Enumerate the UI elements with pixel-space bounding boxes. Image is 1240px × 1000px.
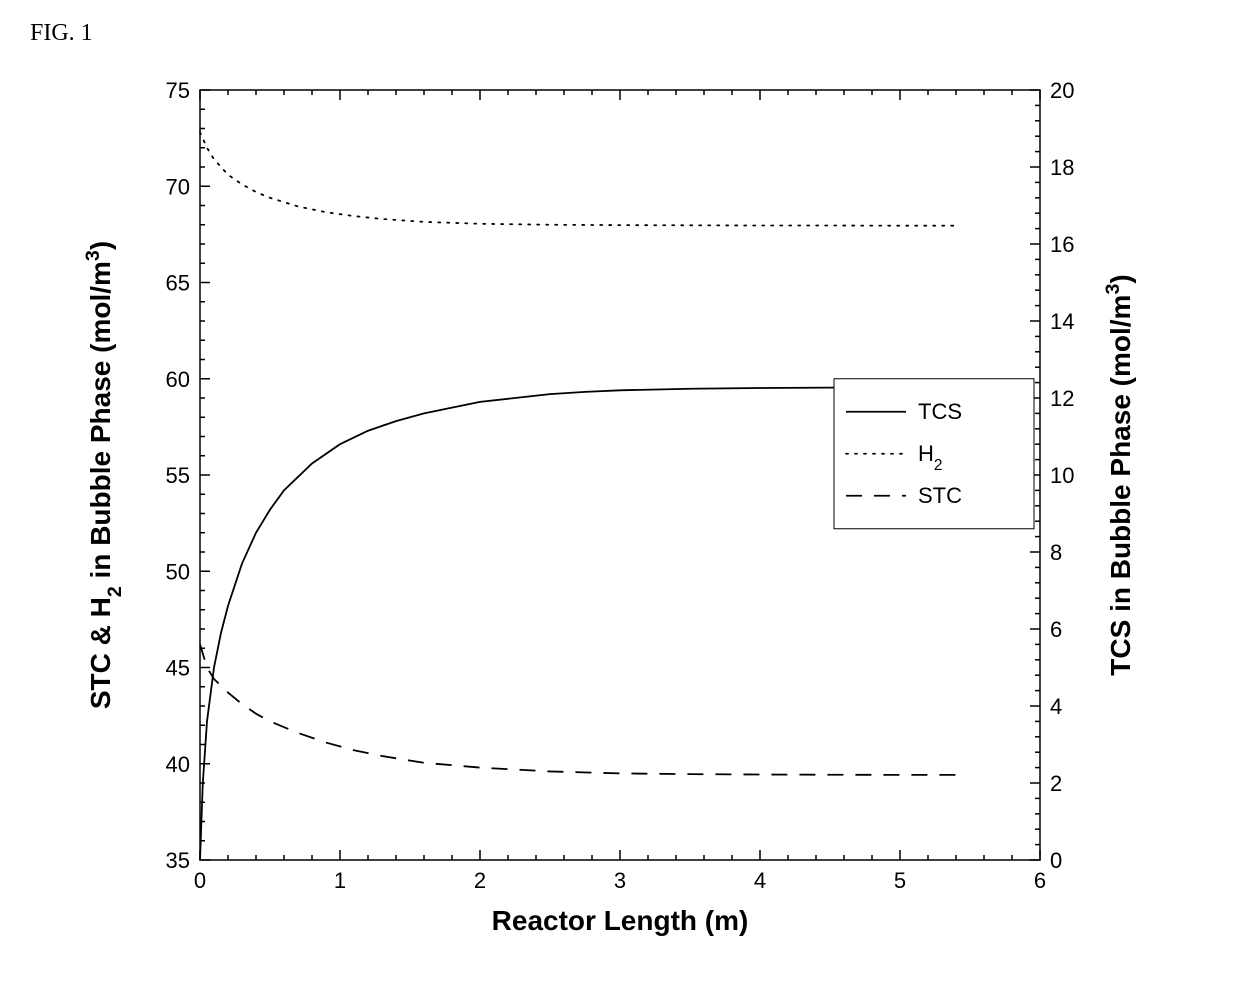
legend-label-stc: STC bbox=[918, 483, 962, 508]
yr-tick-label: 6 bbox=[1050, 617, 1062, 642]
yl-tick-label: 35 bbox=[166, 848, 190, 873]
yr-tick-label: 20 bbox=[1050, 78, 1074, 103]
x-tick-label: 6 bbox=[1034, 868, 1046, 893]
yr-tick-label: 2 bbox=[1050, 771, 1062, 796]
x-tick-label: 1 bbox=[334, 868, 346, 893]
figure-container: FIG. 1 0123456Reactor Length (m)35404550… bbox=[0, 0, 1240, 1000]
yl-tick-label: 70 bbox=[166, 174, 190, 199]
yr-tick-label: 4 bbox=[1050, 694, 1062, 719]
x-tick-label: 3 bbox=[614, 868, 626, 893]
series-h2 bbox=[200, 132, 956, 225]
yl-tick-label: 55 bbox=[166, 463, 190, 488]
yl-tick-label: 45 bbox=[166, 656, 190, 681]
yr-axis-title-group: TCS in Bubble Phase (mol/m3) bbox=[1102, 274, 1136, 675]
chart-svg: 0123456Reactor Length (m)354045505560657… bbox=[0, 0, 1240, 1000]
yl-tick-label: 40 bbox=[166, 752, 190, 777]
yr-tick-label: 0 bbox=[1050, 848, 1062, 873]
yr-tick-label: 10 bbox=[1050, 463, 1074, 488]
yl-axis-title-group: STC & H2 in Bubble Phase (mol/m3) bbox=[82, 241, 126, 709]
x-tick-label: 2 bbox=[474, 868, 486, 893]
yr-tick-label: 12 bbox=[1050, 386, 1074, 411]
x-tick-label: 0 bbox=[194, 868, 206, 893]
x-tick-label: 4 bbox=[754, 868, 766, 893]
yr-tick-label: 18 bbox=[1050, 155, 1074, 180]
x-axis-title: Reactor Length (m) bbox=[492, 905, 749, 936]
yl-axis-title: STC & H2 in Bubble Phase (mol/m3) bbox=[82, 241, 126, 709]
yl-tick-label: 65 bbox=[166, 271, 190, 296]
yr-tick-label: 16 bbox=[1050, 232, 1074, 257]
legend-label-tcs: TCS bbox=[918, 399, 962, 424]
yl-tick-label: 50 bbox=[166, 559, 190, 584]
yr-tick-label: 14 bbox=[1050, 309, 1074, 334]
yr-axis-title: TCS in Bubble Phase (mol/m3) bbox=[1102, 274, 1136, 675]
legend: TCSH2STC bbox=[834, 379, 1034, 529]
yr-tick-label: 8 bbox=[1050, 540, 1062, 565]
x-tick-label: 5 bbox=[894, 868, 906, 893]
yl-tick-label: 75 bbox=[166, 78, 190, 103]
series-stc bbox=[200, 644, 956, 775]
yl-tick-label: 60 bbox=[166, 367, 190, 392]
